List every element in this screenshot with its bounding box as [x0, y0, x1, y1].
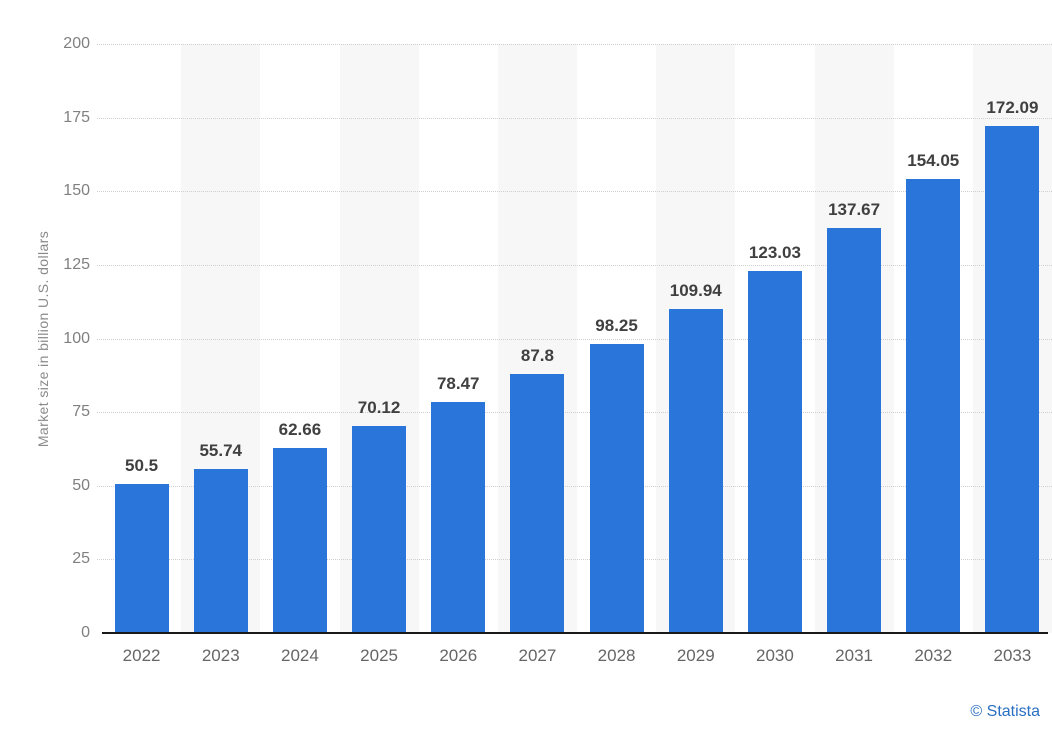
x-tick-label: 2022: [122, 646, 161, 665]
x-tick-label: 2033: [993, 646, 1032, 665]
x-tick-label: 2030: [755, 646, 794, 665]
bar[interactable]: [906, 179, 961, 633]
x-tick-label: 2029: [676, 646, 715, 665]
y-tick-label: 200: [63, 35, 90, 52]
bar-value-label: 50.5: [125, 456, 159, 476]
y-tick-label: 0: [81, 624, 90, 641]
x-tick-label: 2025: [360, 646, 398, 665]
bar-value-label: 62.66: [278, 420, 322, 440]
bar[interactable]: [272, 448, 327, 633]
bar-value-label: 172.09: [986, 98, 1039, 118]
bar-value-label: 154.05: [907, 151, 960, 171]
statista-credit-link[interactable]: © Statista: [970, 703, 1040, 720]
bar-value-label: 78.47: [436, 373, 480, 393]
gridline: [97, 44, 1052, 45]
bar[interactable]: [114, 484, 169, 633]
bar-value-label: 70.12: [357, 398, 401, 418]
bar[interactable]: [193, 468, 248, 633]
bar[interactable]: [589, 343, 644, 633]
x-tick-label: 2031: [835, 646, 873, 665]
y-tick-label: 50: [72, 476, 90, 494]
bar-value-label: 137.67: [828, 199, 881, 219]
bar[interactable]: [510, 374, 565, 633]
bar[interactable]: [747, 270, 802, 633]
gridline: [97, 559, 1052, 561]
bar[interactable]: [985, 126, 1040, 633]
y-tick-label: 100: [63, 329, 90, 347]
bar-value-label: 55.74: [199, 440, 243, 460]
gridline: [97, 117, 1052, 119]
bar[interactable]: [352, 426, 407, 633]
y-tick-label: 75: [72, 403, 90, 421]
bar-value-label: 98.25: [595, 315, 638, 335]
bar[interactable]: [827, 227, 882, 633]
y-tick-label: 150: [63, 182, 90, 200]
gridline: [97, 412, 1052, 414]
x-tick-label: 2024: [280, 646, 319, 665]
x-tick-label: 2032: [914, 646, 953, 665]
x-tick-label: 2028: [597, 646, 636, 665]
y-axis-title: Market size in billion U.S. dollars: [35, 230, 51, 448]
bar-value-label: 109.94: [669, 281, 722, 301]
y-tick-label: 25: [72, 550, 90, 568]
bar-value-label: 87.8: [520, 346, 554, 366]
gridline: [97, 338, 1052, 340]
x-tick-label: 2023: [201, 646, 240, 665]
gridline: [97, 264, 1052, 266]
x-axis-line: [102, 632, 1048, 634]
y-tick-label: 175: [63, 108, 90, 126]
gridline: [97, 191, 1052, 193]
x-tick-label: 2027: [518, 646, 557, 665]
bar[interactable]: [668, 309, 723, 633]
gridline: [97, 485, 1052, 487]
x-tick-label: 2026: [439, 646, 478, 665]
y-tick-label: 125: [63, 255, 90, 273]
bar-value-label: 123.03: [748, 242, 801, 262]
bar[interactable]: [431, 401, 486, 633]
